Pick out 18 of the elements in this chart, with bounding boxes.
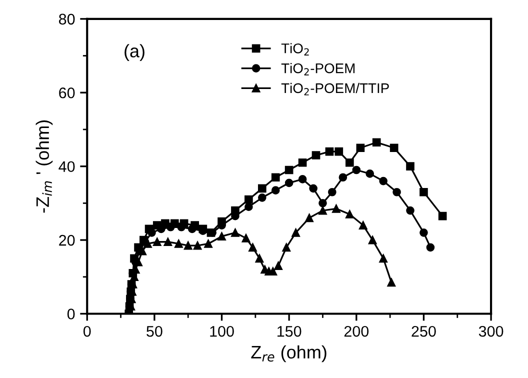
x-axis-title: Z$_{re}$ (ohm)	[251, 345, 326, 362]
y-tick-label: 40	[58, 161, 75, 172]
legend-label: TiO$_{2}$	[281, 43, 309, 56]
x-tick-label: 100	[210, 326, 234, 337]
annotation: (a)	[124, 44, 144, 61]
x-tick-label: 250	[412, 326, 436, 337]
x-tick-label: 150	[278, 326, 302, 337]
x-tick-label: 50	[146, 326, 162, 337]
y-tick-label: 80	[58, 14, 75, 25]
legend-label: TiO$_{2}$-POEM/TTIP	[281, 82, 389, 96]
y-tick-label: 0	[67, 308, 75, 320]
x-tick-label: 200	[344, 326, 369, 337]
x-tick-label: 300	[478, 326, 504, 337]
legend-label: TiO$_{2}$-POEM	[281, 63, 355, 76]
y-tick-label: 20	[59, 234, 75, 246]
y-tick-label: 60	[59, 87, 75, 98]
y-axis-title: -Z$_{im}$ ' (ohm)	[36, 120, 53, 213]
x-tick-label: 0	[83, 326, 91, 337]
